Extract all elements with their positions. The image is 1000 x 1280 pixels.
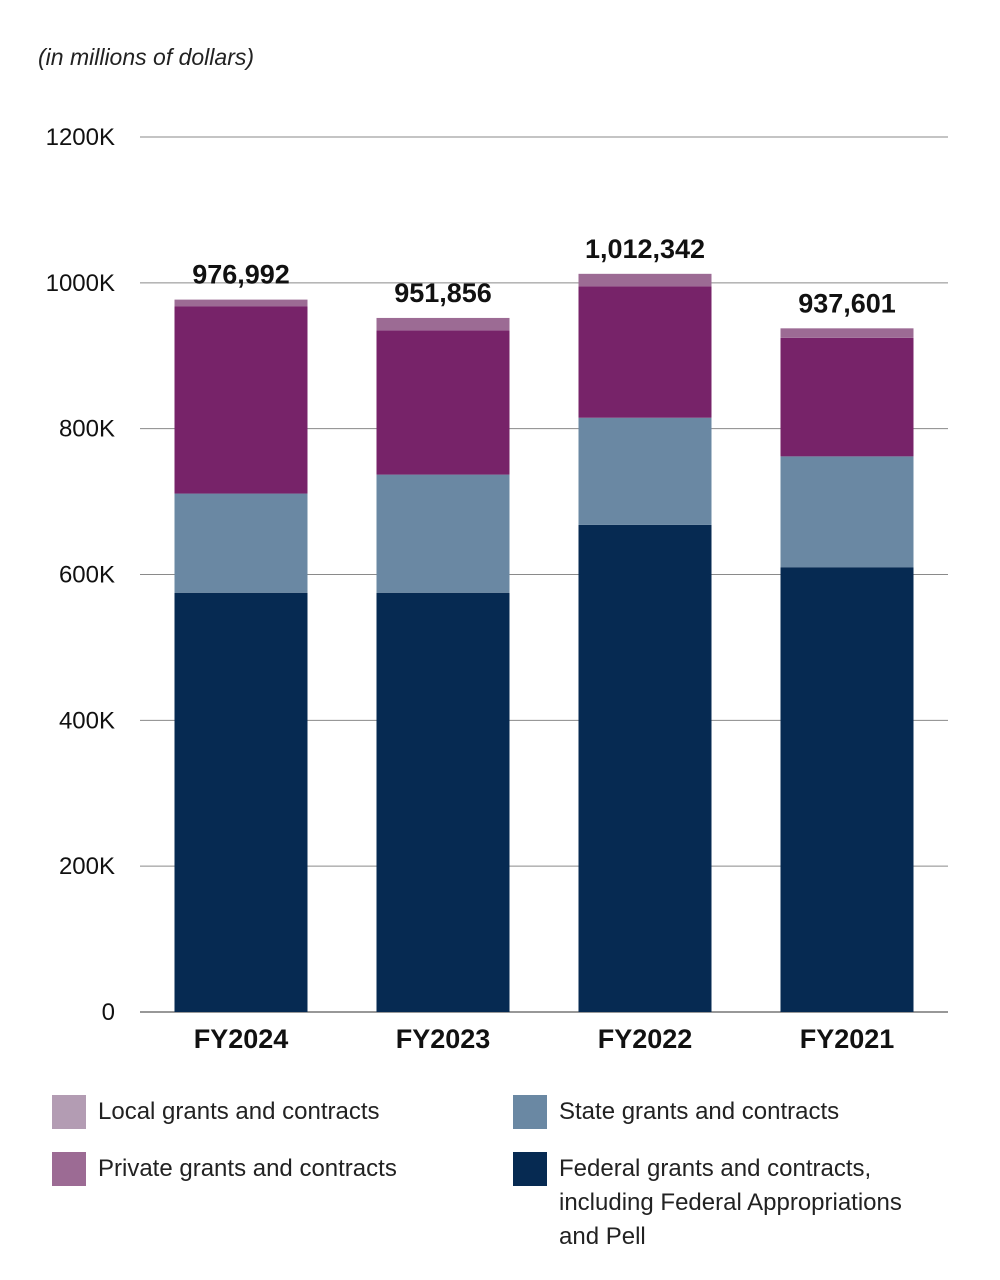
bar-total-label: 951,856 [394,278,492,308]
stacked-bar-chart: 0 200K 400K 600K 800K 1000K 1200K 976,992 FY2024… [46,124,948,1054]
bar-segment [376,317,510,331]
bar-segment [174,306,308,494]
bar-segment [376,474,510,593]
legend-label-federal-line-1: Federal grants and contracts, [559,1155,872,1182]
legend-label-federal-line-3: and Pell [559,1223,646,1250]
bar-segment [578,286,712,418]
bar-segment [780,456,914,568]
x-tick-label: FY2022 [598,1024,693,1054]
y-tick-label: 800K [59,416,115,443]
legend: Local grants and contracts State grants … [0,1095,1000,1275]
bar-segment [376,592,510,1012]
y-tick-label: 0 [102,999,115,1026]
y-tick-label: 1200K [46,124,115,151]
bar-total-label: 937,601 [798,288,896,318]
bar-segment [780,567,914,1012]
bar-total-label: 1,012,342 [585,234,705,264]
unit-note: (in millions of dollars) [38,44,255,70]
y-tick-label: 400K [59,707,115,734]
legend-label-federal: Federal grants and contracts, including … [559,1152,902,1254]
y-tick-label: 1000K [46,270,115,297]
legend-swatch-local [52,1095,86,1129]
legend-swatch-state [513,1095,547,1129]
legend-item-local: Local grants and contracts [52,1095,380,1129]
legend-swatch-federal [513,1152,547,1186]
bar-segment [578,273,712,287]
bar-segment [174,299,308,307]
y-tick-label: 200K [59,853,115,880]
legend-label-local: Local grants and contracts [98,1098,380,1125]
bar-segment [780,328,914,338]
y-tick-label: 600K [59,562,115,589]
bar-segment [578,417,712,525]
bar-total-label: 976,992 [192,260,290,290]
legend-item-private: Private grants and contracts [52,1152,397,1186]
bar-segment [174,592,308,1012]
legend-label-private: Private grants and contracts [98,1155,397,1182]
bar-segment [578,524,712,1012]
legend-item-federal: Federal grants and contracts, including … [513,1152,902,1254]
x-tick-label: FY2024 [194,1024,289,1054]
bar-segment [376,330,510,475]
legend-label-state: State grants and contracts [559,1098,840,1125]
x-tick-label: FY2021 [800,1024,895,1054]
bar-segment [174,493,308,593]
bar-segment [780,337,914,457]
legend-label-federal-line-2: including Federal Appropriations [559,1189,902,1216]
x-tick-label: FY2023 [396,1024,491,1054]
legend-item-state: State grants and contracts [513,1095,839,1129]
legend-swatch-private [52,1152,86,1186]
